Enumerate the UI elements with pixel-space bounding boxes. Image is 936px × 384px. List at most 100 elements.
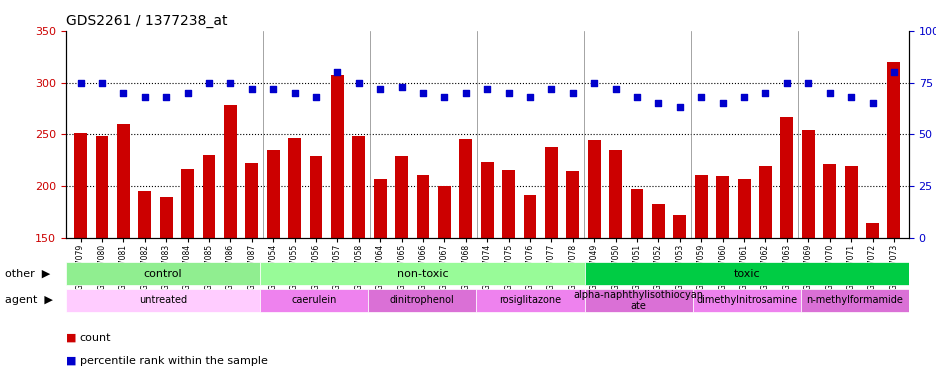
Point <box>714 100 729 106</box>
Bar <box>651 204 665 384</box>
Point <box>415 90 430 96</box>
Bar <box>715 176 728 384</box>
Bar <box>459 139 472 384</box>
Point <box>757 90 772 96</box>
Bar <box>801 130 813 384</box>
Point <box>158 94 173 100</box>
Bar <box>566 170 578 384</box>
Point <box>479 86 494 92</box>
Point <box>373 86 388 92</box>
Bar <box>373 179 387 384</box>
Point <box>651 100 665 106</box>
Point <box>436 94 451 100</box>
Bar <box>523 195 536 384</box>
Point <box>201 79 216 86</box>
FancyBboxPatch shape <box>66 262 260 285</box>
Text: caerulein: caerulein <box>291 295 337 306</box>
Text: toxic: toxic <box>733 268 759 279</box>
Text: alpha-naphthylisothiocyan
ate: alpha-naphthylisothiocyan ate <box>573 290 703 311</box>
Bar <box>695 175 707 384</box>
Bar <box>545 147 557 384</box>
Bar <box>502 170 515 384</box>
Text: control: control <box>143 268 182 279</box>
Point <box>138 94 153 100</box>
Text: dimethylnitrosamine: dimethylnitrosamine <box>695 295 797 306</box>
Point <box>266 86 281 92</box>
Text: ■: ■ <box>66 356 76 366</box>
Text: dinitrophenol: dinitrophenol <box>389 295 454 306</box>
Point <box>607 86 622 92</box>
Point <box>736 94 751 100</box>
Point <box>522 94 537 100</box>
Point <box>351 79 366 86</box>
Bar <box>630 189 643 384</box>
Bar <box>288 137 300 384</box>
Bar <box>160 197 172 384</box>
Point <box>842 94 857 100</box>
Point <box>329 69 344 75</box>
Point <box>73 79 88 86</box>
Text: count: count <box>80 333 111 343</box>
Point <box>95 79 110 86</box>
Bar <box>74 133 87 384</box>
Text: ■: ■ <box>66 333 76 343</box>
Bar <box>417 175 429 384</box>
Point <box>885 69 900 75</box>
Point <box>586 79 601 86</box>
Text: GDS2261 / 1377238_at: GDS2261 / 1377238_at <box>66 14 227 28</box>
FancyBboxPatch shape <box>475 289 584 312</box>
Point <box>286 90 301 96</box>
Point <box>116 90 131 96</box>
Bar <box>245 164 258 384</box>
Bar <box>224 105 237 384</box>
Bar <box>608 150 622 384</box>
Point <box>244 86 259 92</box>
Text: n-methylformamide: n-methylformamide <box>806 295 902 306</box>
Text: other  ▶: other ▶ <box>5 268 50 279</box>
Bar <box>352 136 365 384</box>
Bar <box>117 124 130 384</box>
FancyBboxPatch shape <box>368 289 475 312</box>
Bar <box>395 156 407 384</box>
Point <box>544 86 559 92</box>
Bar <box>202 155 215 384</box>
FancyBboxPatch shape <box>66 289 260 312</box>
Bar <box>309 156 322 384</box>
Bar <box>823 164 835 384</box>
FancyBboxPatch shape <box>260 262 584 285</box>
Bar <box>95 136 109 384</box>
Point <box>779 79 794 86</box>
Point <box>223 79 238 86</box>
FancyBboxPatch shape <box>584 289 692 312</box>
Point <box>800 79 815 86</box>
Bar <box>181 169 194 384</box>
Point <box>864 100 879 106</box>
Point <box>564 90 579 96</box>
Point <box>308 94 323 100</box>
Bar <box>587 139 600 384</box>
FancyBboxPatch shape <box>260 289 368 312</box>
Point <box>821 90 836 96</box>
Bar <box>758 166 771 384</box>
FancyBboxPatch shape <box>800 289 908 312</box>
Text: non-toxic: non-toxic <box>396 268 447 279</box>
FancyBboxPatch shape <box>584 262 908 285</box>
Point <box>180 90 195 96</box>
Point <box>629 94 644 100</box>
Bar <box>843 166 856 384</box>
Point <box>693 94 708 100</box>
Text: untreated: untreated <box>139 295 187 306</box>
Point <box>672 104 687 111</box>
Text: percentile rank within the sample: percentile rank within the sample <box>80 356 268 366</box>
Bar <box>780 117 793 384</box>
Point <box>458 90 473 96</box>
Bar <box>139 191 151 384</box>
Bar <box>886 62 899 384</box>
Bar <box>480 162 493 384</box>
Text: agent  ▶: agent ▶ <box>5 295 52 306</box>
Bar <box>737 179 750 384</box>
Bar <box>673 215 685 384</box>
Point <box>394 84 409 90</box>
Bar <box>330 75 344 384</box>
Bar <box>865 222 878 384</box>
